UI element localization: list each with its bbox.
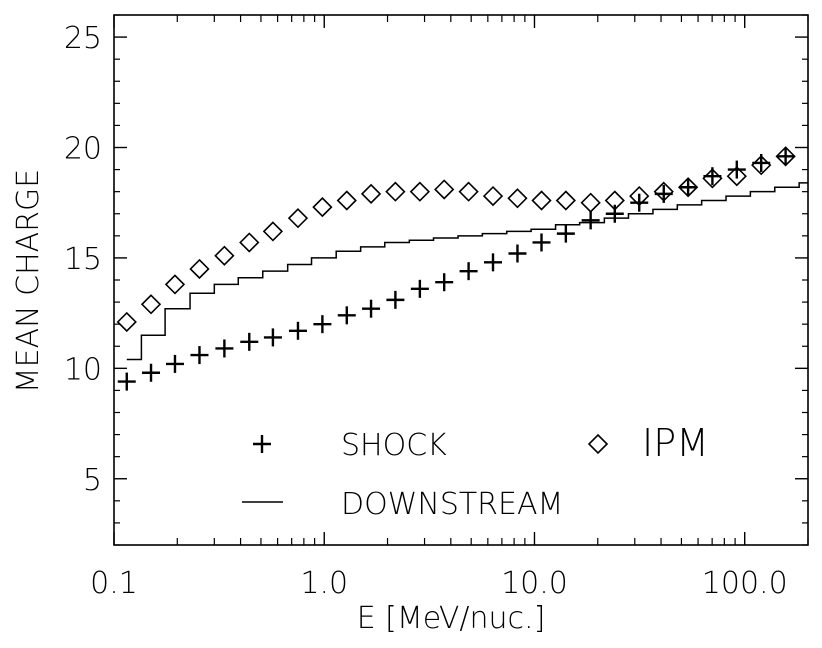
shock-point — [263, 328, 282, 347]
x-tick-label: 10.0 — [501, 566, 568, 601]
ipm-point — [751, 155, 772, 176]
ipm-point — [482, 185, 504, 207]
legend-label-ipm: IPM — [642, 421, 709, 465]
ipm-point — [189, 258, 210, 280]
shock-point — [484, 253, 503, 272]
ipm-point — [214, 245, 235, 266]
plot-frame — [113, 14, 809, 546]
y-tick-label: 25 — [64, 21, 102, 56]
ipm-point — [507, 188, 528, 209]
shock-point — [313, 315, 332, 334]
shock-point — [410, 279, 429, 298]
shock-point — [386, 290, 405, 309]
ipm-point — [287, 208, 309, 229]
shock-point — [215, 339, 234, 358]
shock-point — [117, 372, 136, 391]
y-tick-label: 5 — [83, 463, 102, 498]
ipm-point — [239, 232, 260, 253]
shock-point — [240, 332, 259, 351]
ipm-point — [360, 183, 382, 205]
shock-point — [581, 211, 600, 230]
y-tick-label: 10 — [64, 352, 102, 387]
shock-point — [727, 160, 746, 179]
shock-point — [142, 363, 161, 382]
shock-point — [605, 204, 624, 223]
plot-data — [116, 146, 808, 391]
ipm-point — [531, 190, 552, 211]
legend-symbol-ipm — [587, 433, 609, 455]
shock-point — [776, 147, 795, 166]
ipm-point — [677, 177, 699, 198]
shock-point — [556, 224, 575, 243]
ipm-point — [116, 311, 137, 333]
ipm-point — [164, 274, 186, 295]
legend-label-shock: SHOCK — [341, 428, 447, 463]
x-tick-label: 100.0 — [702, 566, 788, 601]
ipm-point — [140, 294, 162, 315]
ipm-point — [434, 179, 455, 200]
downstream-step-line — [126, 182, 808, 361]
ipm-point — [775, 146, 796, 167]
shock-point — [679, 178, 698, 197]
x-tick-label: 1.0 — [300, 566, 348, 601]
ipm-point — [385, 181, 406, 202]
shock-point — [508, 244, 527, 263]
y-tick-label: 20 — [64, 132, 102, 167]
shock-point — [362, 299, 381, 318]
legend-symbol-shock — [253, 435, 271, 453]
y-tick-label: 15 — [64, 242, 102, 277]
ipm-point — [409, 181, 430, 202]
shock-point — [288, 321, 307, 340]
legend: SHOCK IPM DOWNSTREAM — [242, 421, 709, 522]
shock-point — [630, 193, 649, 212]
ipm-point — [458, 181, 479, 202]
shock-point — [190, 346, 209, 365]
legend-label-downstream: DOWNSTREAM — [341, 487, 563, 522]
axis-ticks: 5 10 15 20 25 0.1 1.0 10.0 100.0 — [64, 14, 809, 601]
ipm-point — [312, 196, 333, 218]
ipm-point — [629, 185, 650, 207]
x-axis-title: E [MeV/nuc.] — [357, 601, 546, 636]
ipm-point — [604, 190, 625, 211]
ipm-point — [555, 190, 576, 211]
ipm-point — [336, 190, 357, 211]
ipm-point — [580, 192, 601, 213]
shock-point — [337, 306, 356, 325]
shock-point — [435, 273, 454, 292]
ipm-point — [262, 221, 284, 242]
ipm-point — [653, 181, 674, 202]
x-tick-label: 0.1 — [90, 566, 138, 601]
ipm-point — [702, 168, 723, 189]
y-axis-title: MEAN CHARGE — [11, 169, 46, 393]
ipm-point — [726, 166, 747, 187]
shock-point — [165, 354, 184, 373]
shock-point — [532, 233, 551, 252]
shock-point — [459, 262, 478, 281]
plot-border — [113, 14, 809, 546]
